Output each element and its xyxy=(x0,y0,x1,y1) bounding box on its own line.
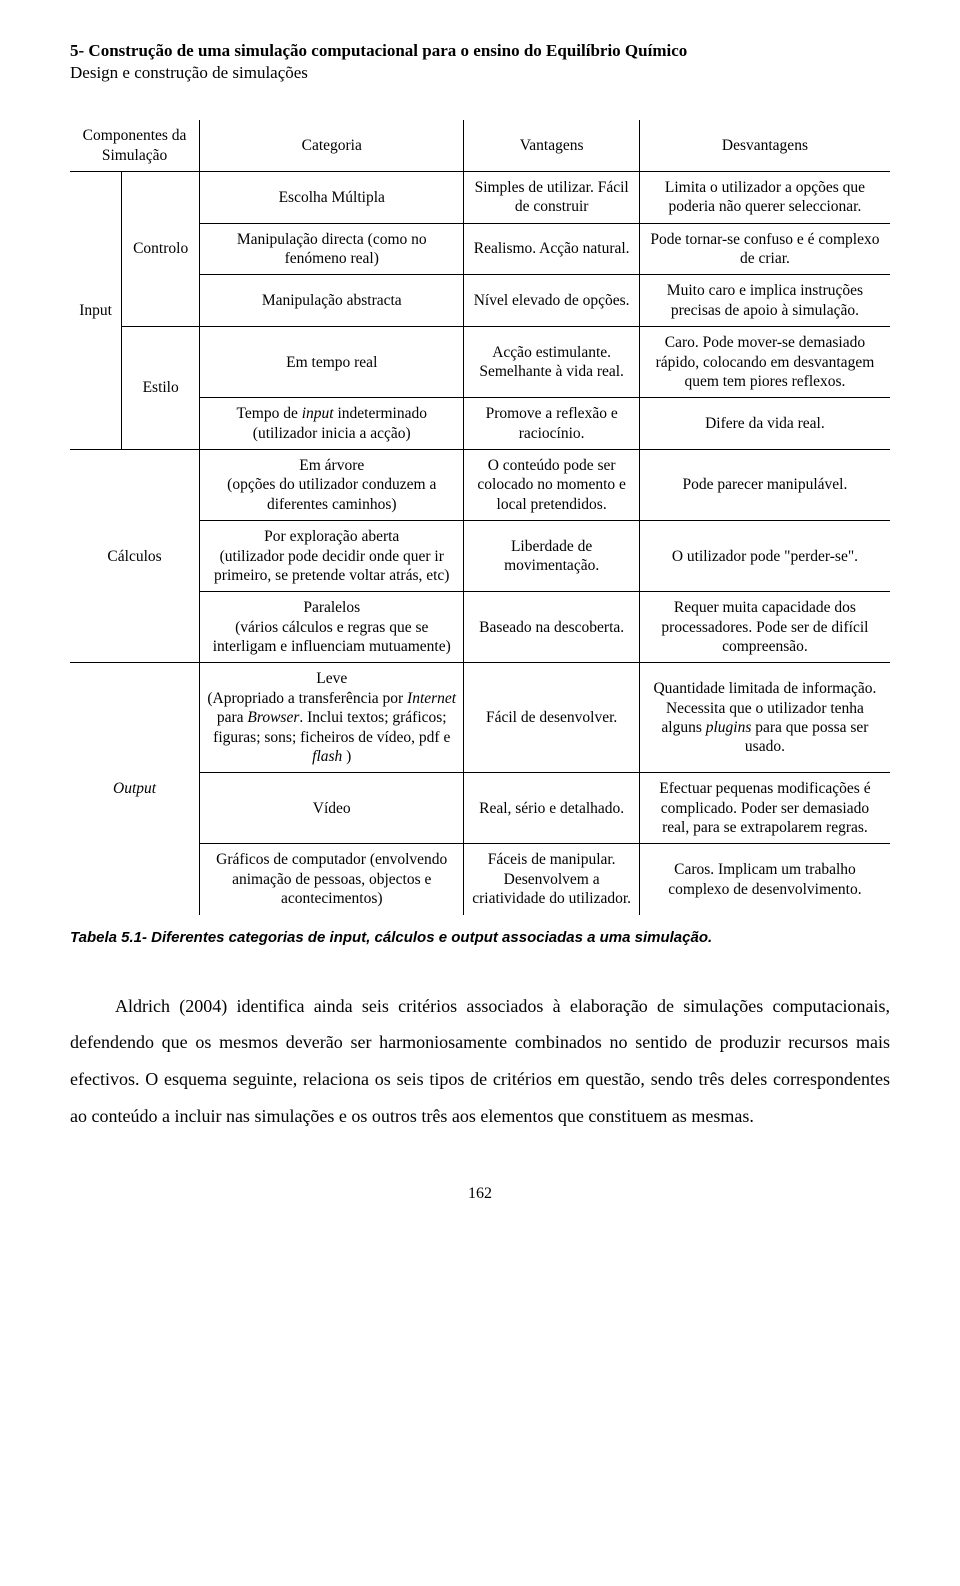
page-number: 162 xyxy=(70,1185,890,1203)
caption-prefix: Tabela 5.1 xyxy=(70,929,142,946)
cell-vant: Fácil de desenvolver. xyxy=(464,663,639,773)
cell-desv: O utilizador pode "perder-se". xyxy=(639,521,890,592)
group-calculos: Cálculos xyxy=(70,450,200,663)
header-subtitle: Design e construção de simulações xyxy=(70,62,890,84)
cell-desv: Caro. Pode mover-se demasiado rápido, co… xyxy=(639,327,890,398)
table-row: Output Leve (Apropriado a transferência … xyxy=(70,663,890,773)
text: Leve (Apropriado a transferência por xyxy=(207,670,407,706)
cell-desv: Pode parecer manipulável. xyxy=(639,450,890,521)
table-header-row: Componentes da Simulação Categoria Vanta… xyxy=(70,120,890,171)
cell-vant: Nível elevado de opções. xyxy=(464,275,639,327)
body-paragraph: Aldrich (2004) identifica ainda seis cri… xyxy=(70,988,890,1136)
cell-desv: Quantidade limitada de informação. Neces… xyxy=(639,663,890,773)
italic-text: Output xyxy=(113,780,156,797)
text: para que possa ser usado. xyxy=(745,719,869,755)
col-vantagens: Vantagens xyxy=(464,120,639,171)
cell-vant: Simples de utilizar. Fácil de construir xyxy=(464,171,639,223)
cell-vant: Promove a reflexão e raciocínio. xyxy=(464,398,639,450)
cell-desv: Requer muita capacidade dos processadore… xyxy=(639,592,890,663)
col-componentes: Componentes da Simulação xyxy=(70,120,200,171)
header-title: 5- Construção de uma simulação computaci… xyxy=(70,40,890,62)
italic-text: input xyxy=(302,405,334,422)
cell-cat: Manipulação directa (como no fenómeno re… xyxy=(200,223,464,275)
cell-cat: Paralelos (vários cálculos e regras que … xyxy=(200,592,464,663)
col-desvantagens: Desvantagens xyxy=(639,120,890,171)
cell-vant: Acção estimulante. Semelhante à vida rea… xyxy=(464,327,639,398)
italic-text: plugins xyxy=(706,719,752,736)
cell-vant: Baseado na descoberta. xyxy=(464,592,639,663)
cell-desv: Difere da vida real. xyxy=(639,398,890,450)
cell-desv: Limita o utilizador a opções que poderia… xyxy=(639,171,890,223)
table-caption: Tabela 5.1- Diferentes categorias de inp… xyxy=(70,929,890,946)
col-categoria: Categoria xyxy=(200,120,464,171)
cell-vant: O conteúdo pode ser colocado no momento … xyxy=(464,450,639,521)
cell-cat: Gráficos de computador (envolvendo anima… xyxy=(200,844,464,915)
cell-desv: Muito caro e implica instruções precisas… xyxy=(639,275,890,327)
cell-cat: Escolha Múltipla xyxy=(200,171,464,223)
group-estilo: Estilo xyxy=(122,327,200,450)
cell-cat: Vídeo xyxy=(200,773,464,844)
page: 5- Construção de uma simulação computaci… xyxy=(0,0,960,1243)
cell-desv: Caros. Implicam um trabalho complexo de … xyxy=(639,844,890,915)
italic-text: Browser xyxy=(247,709,299,726)
cell-cat: Leve (Apropriado a transferência por Int… xyxy=(200,663,464,773)
text: para xyxy=(217,709,248,726)
cell-desv: Pode tornar-se confuso e é complexo de c… xyxy=(639,223,890,275)
table-row: Input Controlo Escolha Múltipla Simples … xyxy=(70,171,890,223)
table-row: Cálculos Em árvore (opções do utilizador… xyxy=(70,450,890,521)
cell-cat: Em tempo real xyxy=(200,327,464,398)
group-controlo: Controlo xyxy=(122,171,200,326)
cell-vant: Fáceis de manipular. Desenvolvem a criat… xyxy=(464,844,639,915)
cell-desv: Efectuar pequenas modificações é complic… xyxy=(639,773,890,844)
simulation-table: Componentes da Simulação Categoria Vanta… xyxy=(70,120,890,914)
cell-vant: Realismo. Acção natural. xyxy=(464,223,639,275)
cell-cat: Por exploração aberta (utilizador pode d… xyxy=(200,521,464,592)
cell-cat: Tempo de input indeterminado (utilizador… xyxy=(200,398,464,450)
italic-text: flash xyxy=(312,748,342,765)
caption-text: - Diferentes categorias de input, cálcul… xyxy=(142,929,712,946)
group-output: Output xyxy=(70,663,200,915)
group-input: Input xyxy=(70,171,122,449)
cell-vant: Real, sério e detalhado. xyxy=(464,773,639,844)
cell-vant: Liberdade de movimentação. xyxy=(464,521,639,592)
table-row: Estilo Em tempo real Acção estimulante. … xyxy=(70,327,890,398)
italic-text: Internet xyxy=(407,690,456,707)
cell-cat: Manipulação abstracta xyxy=(200,275,464,327)
text: Tempo de xyxy=(237,405,302,422)
text: ) xyxy=(342,748,351,765)
cell-cat: Em árvore (opções do utilizador conduzem… xyxy=(200,450,464,521)
